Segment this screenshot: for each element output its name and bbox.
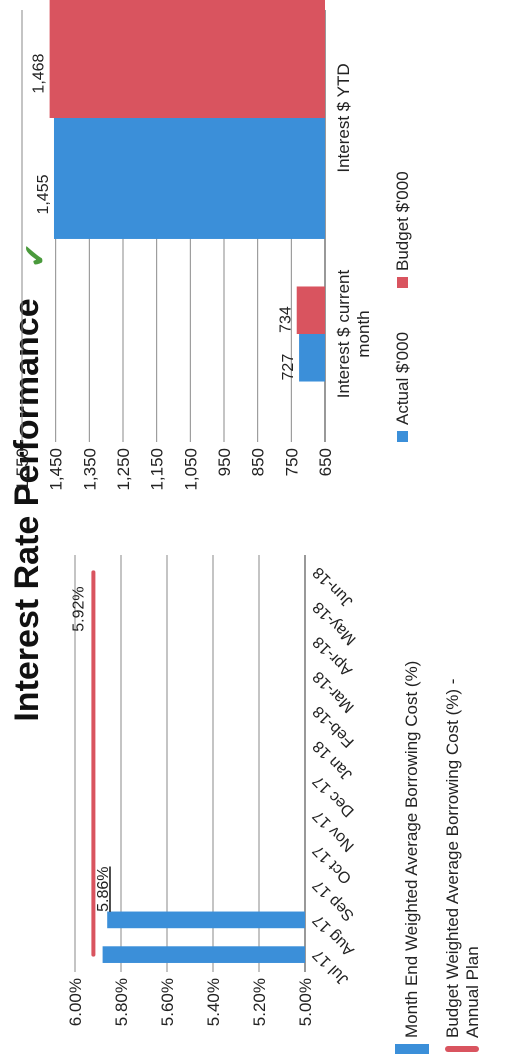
x-tick-label-line: Interest $ YTD <box>334 63 353 172</box>
y-tick-label: 5.80% <box>112 978 131 1026</box>
interest-dollars-chart: 650 750 850 950 1,050 1,150 1,250 1,350 1,450 1,5… <box>0 0 508 520</box>
legend-label-budget-line1: Budget Weighted Average Borrowing Cost (… <box>443 679 462 1038</box>
legend-label-actual: Month End Weighted Average Borrowing Cos… <box>402 661 421 1038</box>
legend-label-budget-line2: Annual Plan <box>463 946 482 1038</box>
x-tick-label-line: Interest $ current <box>334 269 353 398</box>
legend-swatch-actual <box>397 431 408 442</box>
data-label: 734 <box>278 306 295 333</box>
y-tick-label: 950 <box>215 448 234 476</box>
bar-budget-1 <box>50 0 325 118</box>
y-tick-label: 1,450 <box>47 448 66 491</box>
y-tick-label: 6.00% <box>66 978 85 1026</box>
bar-actual-0 <box>103 946 305 963</box>
legend-label-budget: Budget $'000 <box>393 171 412 271</box>
x-tick-label-line: month <box>354 310 373 357</box>
y-tick-label: 5.00% <box>296 978 315 1026</box>
bar-actual-0 <box>299 334 325 382</box>
borrowing-cost-chart: 5.00% 5.20% 5.40% 5.60% 5.80% 6.00% 5.86% 5.92%… <box>0 540 508 1060</box>
x-tick-label: Jun-18 <box>310 563 357 610</box>
y-tick-label: 1,150 <box>148 448 167 491</box>
legend-swatch-budget <box>445 1046 479 1052</box>
y-tick-label: 5.60% <box>158 978 177 1026</box>
y-tick-label: 750 <box>282 448 301 476</box>
bar-actual-1 <box>54 118 325 239</box>
data-label: 1,455 <box>35 174 52 214</box>
data-label-bar: 5.86% <box>95 867 112 912</box>
bar-budget-0 <box>297 286 325 334</box>
legend-swatch-budget <box>397 277 408 288</box>
legend-label-actual: Actual $'000 <box>393 332 412 425</box>
y-tick-label: 650 <box>316 448 335 476</box>
bar-actual-1 <box>107 912 305 929</box>
data-label-line: 5.92% <box>70 586 87 631</box>
y-tick-label: 850 <box>249 448 268 476</box>
y-tick-label: 5.40% <box>204 978 223 1026</box>
legend-swatch-actual <box>395 1044 429 1054</box>
legend-label-budget: Budget Weighted Average Borrowing Cost (… <box>443 679 482 1038</box>
data-label: 1,468 <box>31 53 48 93</box>
y-tick-label: 1,050 <box>181 448 200 491</box>
x-tick-label: Interest $ currentmonth <box>334 269 373 398</box>
y-tick-label: 1,350 <box>80 448 99 491</box>
y-tick-label: 5.20% <box>250 978 269 1026</box>
y-tick-label: 1,250 <box>114 448 133 491</box>
data-label: 727 <box>280 354 297 381</box>
y-tick-label: 1,550 <box>13 448 32 491</box>
x-tick-label: Interest $ YTD <box>334 63 353 172</box>
